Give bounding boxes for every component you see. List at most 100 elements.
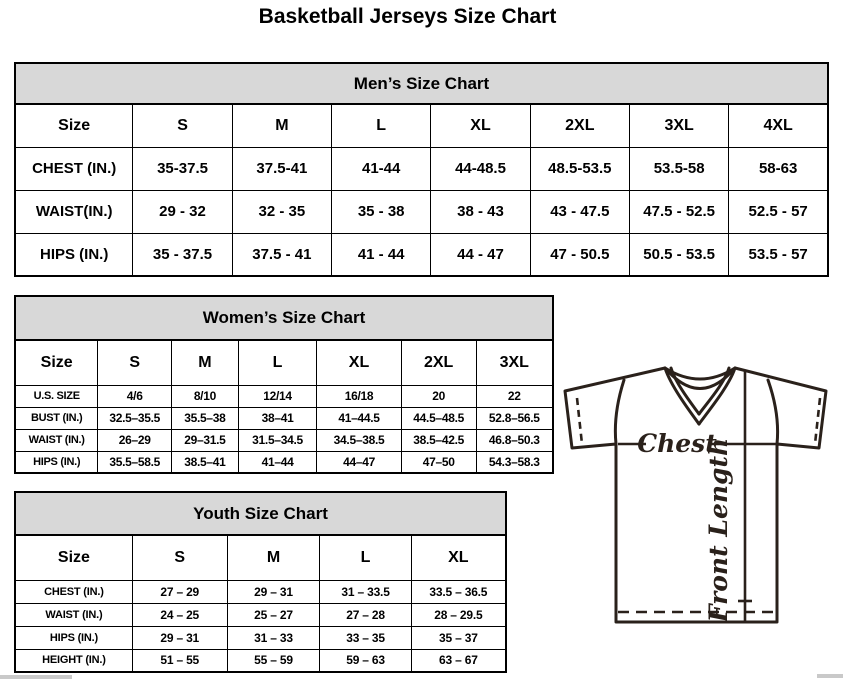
table-cell: 4/6	[97, 384, 173, 408]
men-size-table: Men’s Size Chart Size S M L XL 2XL 3XL 4…	[14, 62, 829, 277]
table-row: HIPS (IN.) 35.5–58.5 38.5–41 41–44 44–47…	[14, 450, 554, 474]
table-cell: 24 – 25	[131, 602, 228, 627]
youth-table-title: Youth Size Chart	[14, 491, 507, 536]
table-cell: 35 - 37.5	[132, 232, 233, 277]
column-header: Size	[14, 103, 134, 148]
column-header: L	[237, 339, 318, 386]
table-row: WAIST(IN.) 29 - 32 32 - 35 35 - 38 38 - …	[14, 189, 829, 234]
table-cell: 46.8–50.3	[475, 428, 554, 452]
table-cell: 16/18	[316, 384, 402, 408]
table-cell: 41-44	[331, 146, 432, 191]
table-cell: 47.5 - 52.5	[628, 189, 730, 234]
column-header: M	[231, 103, 333, 148]
table-cell: 29–31.5	[171, 428, 239, 452]
table-cell: 43 - 47.5	[529, 189, 631, 234]
table-cell: 35-37.5	[132, 146, 233, 191]
men-header-row: Size S M L XL 2XL 3XL 4XL	[14, 103, 829, 148]
men-table-title: Men’s Size Chart	[14, 62, 829, 105]
row-label: U.S. SIZE	[14, 384, 99, 408]
table-cell: 38–41	[237, 406, 318, 430]
vneck-inner-right	[697, 366, 731, 416]
right-cuff-stitch	[813, 397, 822, 445]
column-header: Size	[14, 534, 133, 581]
table-cell: 31 – 33.5	[319, 579, 412, 604]
table-cell: 32.5–35.5	[97, 406, 173, 430]
table-cell: 22	[475, 384, 554, 408]
column-header: 3XL	[628, 103, 730, 148]
left-cuff-stitch	[575, 397, 584, 445]
scrollbar-fragment-right[interactable]	[817, 674, 843, 678]
table-cell: 44.5–48.5	[400, 406, 477, 430]
column-header: 4XL	[728, 103, 829, 148]
row-label: HEIGHT (IN.)	[14, 648, 133, 673]
row-label: HIPS (IN.)	[14, 232, 134, 277]
column-header: 2XL	[529, 103, 631, 148]
table-row: CHEST (IN.) 35-37.5 37.5-41 41-44 44-48.…	[14, 146, 829, 191]
row-label: CHEST (IN.)	[14, 579, 133, 604]
column-header: 2XL	[400, 339, 477, 386]
table-cell: 59 – 63	[319, 648, 412, 673]
right-armhole-seam	[766, 378, 780, 446]
table-cell: 25 – 27	[226, 602, 321, 627]
table-cell: 34.5–38.5	[316, 428, 402, 452]
table-cell: 28 – 29.5	[410, 602, 507, 627]
table-cell: 54.3–58.3	[475, 450, 554, 474]
table-cell: 51 – 55	[131, 648, 228, 673]
table-cell: 63 – 67	[410, 648, 507, 673]
column-header: M	[171, 339, 239, 386]
table-cell: 50.5 - 53.5	[628, 232, 730, 277]
column-header: L	[319, 534, 412, 581]
table-row: U.S. SIZE 4/6 8/10 12/14 16/18 20 22	[14, 384, 554, 408]
column-header: M	[226, 534, 321, 581]
column-header: Size	[14, 339, 99, 386]
scrollbar-fragment-left[interactable]	[0, 675, 72, 679]
row-label: WAIST (IN.)	[14, 428, 99, 452]
jersey-body-outline	[563, 366, 828, 624]
table-cell: 26–29	[97, 428, 173, 452]
vneck-outer-right	[697, 366, 737, 426]
women-table-title: Women’s Size Chart	[14, 295, 554, 341]
table-row: BUST (IN.) 32.5–35.5 35.5–38 38–41 41–44…	[14, 406, 554, 430]
table-cell: 44 - 47	[430, 232, 531, 277]
table-cell: 38.5–41	[171, 450, 239, 474]
table-cell: 44–47	[316, 450, 402, 474]
table-cell: 32 - 35	[231, 189, 333, 234]
table-cell: 38.5–42.5	[400, 428, 477, 452]
column-header: XL	[430, 103, 531, 148]
table-cell: 8/10	[171, 384, 239, 408]
row-label: HIPS (IN.)	[14, 450, 99, 474]
table-cell: 35.5–38	[171, 406, 239, 430]
table-cell: 20	[400, 384, 477, 408]
table-cell: 12/14	[237, 384, 318, 408]
left-armhole-seam	[613, 378, 626, 446]
table-cell: 52.5 - 57	[728, 189, 829, 234]
vneck-inner-left	[669, 366, 701, 416]
table-cell: 53.5-58	[628, 146, 730, 191]
table-cell: 41–44	[237, 450, 318, 474]
chest-label: Chest	[637, 429, 717, 458]
table-row: HIPS (IN.) 35 - 37.5 37.5 - 41 41 - 44 4…	[14, 232, 829, 277]
table-cell: 35 - 38	[331, 189, 432, 234]
vneck-outer-left	[663, 366, 701, 426]
table-cell: 29 – 31	[131, 625, 228, 650]
table-row: HEIGHT (IN.) 51 – 55 55 – 59 59 – 63 63 …	[14, 648, 507, 673]
table-cell: 58-63	[728, 146, 829, 191]
jersey-measurement-diagram: Chest Front Length	[556, 358, 841, 628]
table-cell: 35.5–58.5	[97, 450, 173, 474]
table-cell: 31.5–34.5	[237, 428, 318, 452]
table-row: CHEST (IN.) 27 – 29 29 – 31 31 – 33.5 33…	[14, 579, 507, 604]
column-header: L	[331, 103, 432, 148]
table-cell: 33 – 35	[319, 625, 412, 650]
row-label: WAIST(IN.)	[14, 189, 134, 234]
table-cell: 37.5-41	[231, 146, 333, 191]
table-cell: 35 – 37	[410, 625, 507, 650]
table-cell: 48.5-53.5	[529, 146, 631, 191]
row-label: BUST (IN.)	[14, 406, 99, 430]
table-row: WAIST (IN.) 24 – 25 25 – 27 27 – 28 28 –…	[14, 602, 507, 627]
page-title: Basketball Jerseys Size Chart	[258, 5, 557, 28]
table-cell: 41–44.5	[316, 406, 402, 430]
youth-size-table: Youth Size Chart Size S M L XL CHEST (IN…	[14, 491, 507, 673]
table-cell: 47–50	[400, 450, 477, 474]
table-cell: 37.5 - 41	[231, 232, 333, 277]
table-row: WAIST (IN.) 26–29 29–31.5 31.5–34.5 34.5…	[14, 428, 554, 452]
